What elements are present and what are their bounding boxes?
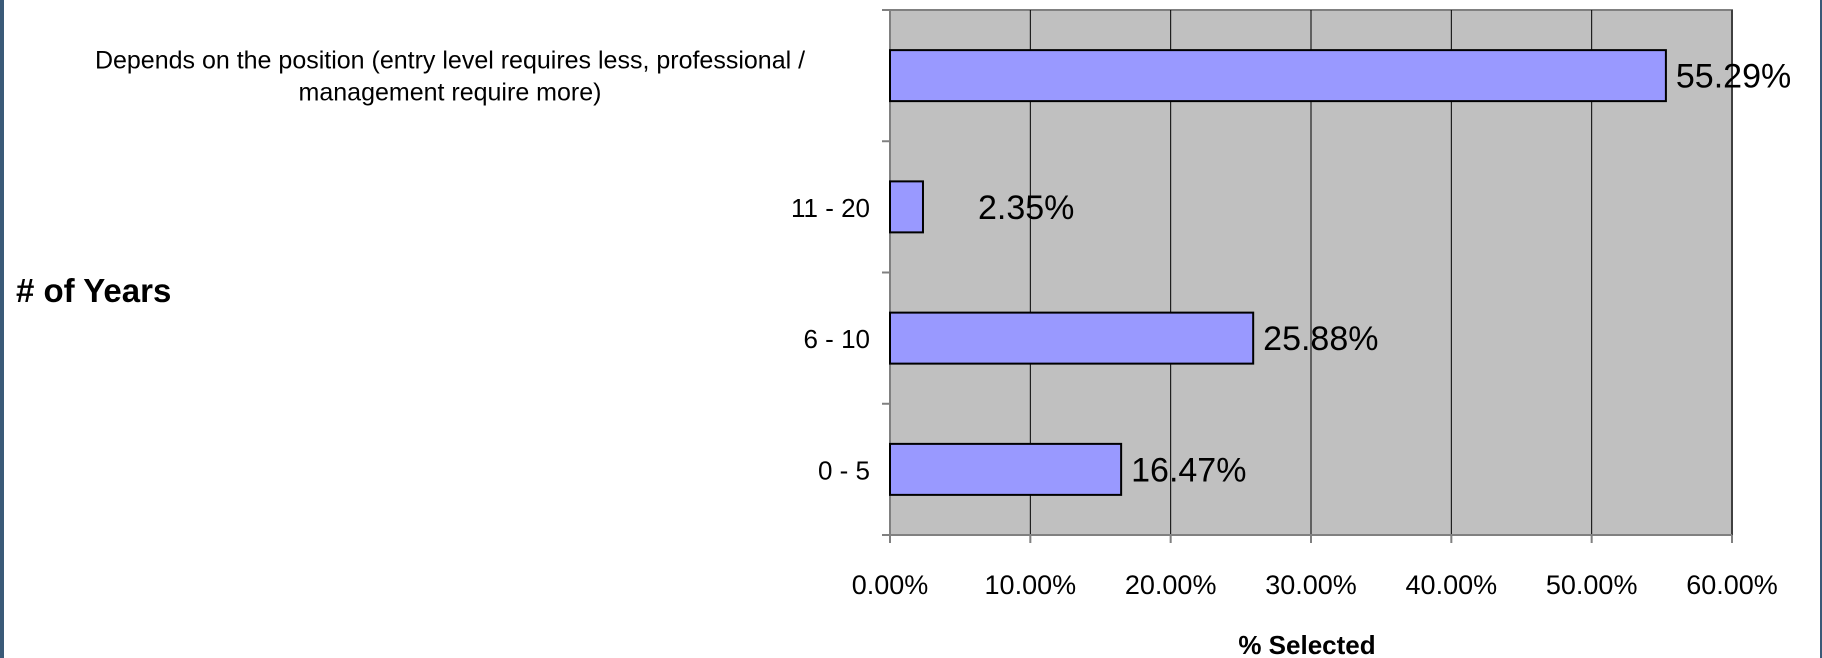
category-label: 11 - 20 [791,193,870,223]
category-label: 6 - 10 [804,324,871,354]
y-axis-title: # of Years [16,272,171,309]
x-tick-label: 20.00% [1125,570,1217,600]
data-label: 55.29% [1676,58,1791,96]
x-tick-label: 0.00% [852,570,929,600]
labels-group: 0.00% 10.00% 20.00% 30.00% 40.00% 50.00% 60.00… [95,47,1791,600]
data-label: 16.47% [1131,451,1246,489]
bars-group [889,49,1667,496]
x-axis-title: % Selected [1238,630,1375,658]
bar [889,180,924,234]
x-tick-label: 10.00% [985,570,1077,600]
x-tick-label: 50.00% [1546,570,1638,600]
x-tick-label: 40.00% [1406,570,1498,600]
category-label: 0 - 5 [818,455,870,485]
right-frame-edge [1820,0,1822,658]
x-tick-label: 30.00% [1265,570,1357,600]
x-tick-label: 60.00% [1686,570,1778,600]
left-frame-edge [0,0,4,658]
data-label: 25.88% [1263,320,1378,358]
bar [889,442,1123,496]
bar [889,311,1255,365]
data-label: 2.35% [978,189,1074,227]
bar [889,49,1667,103]
category-label: management require more) [299,79,602,107]
category-label: Depends on the position (entry level req… [95,47,805,75]
